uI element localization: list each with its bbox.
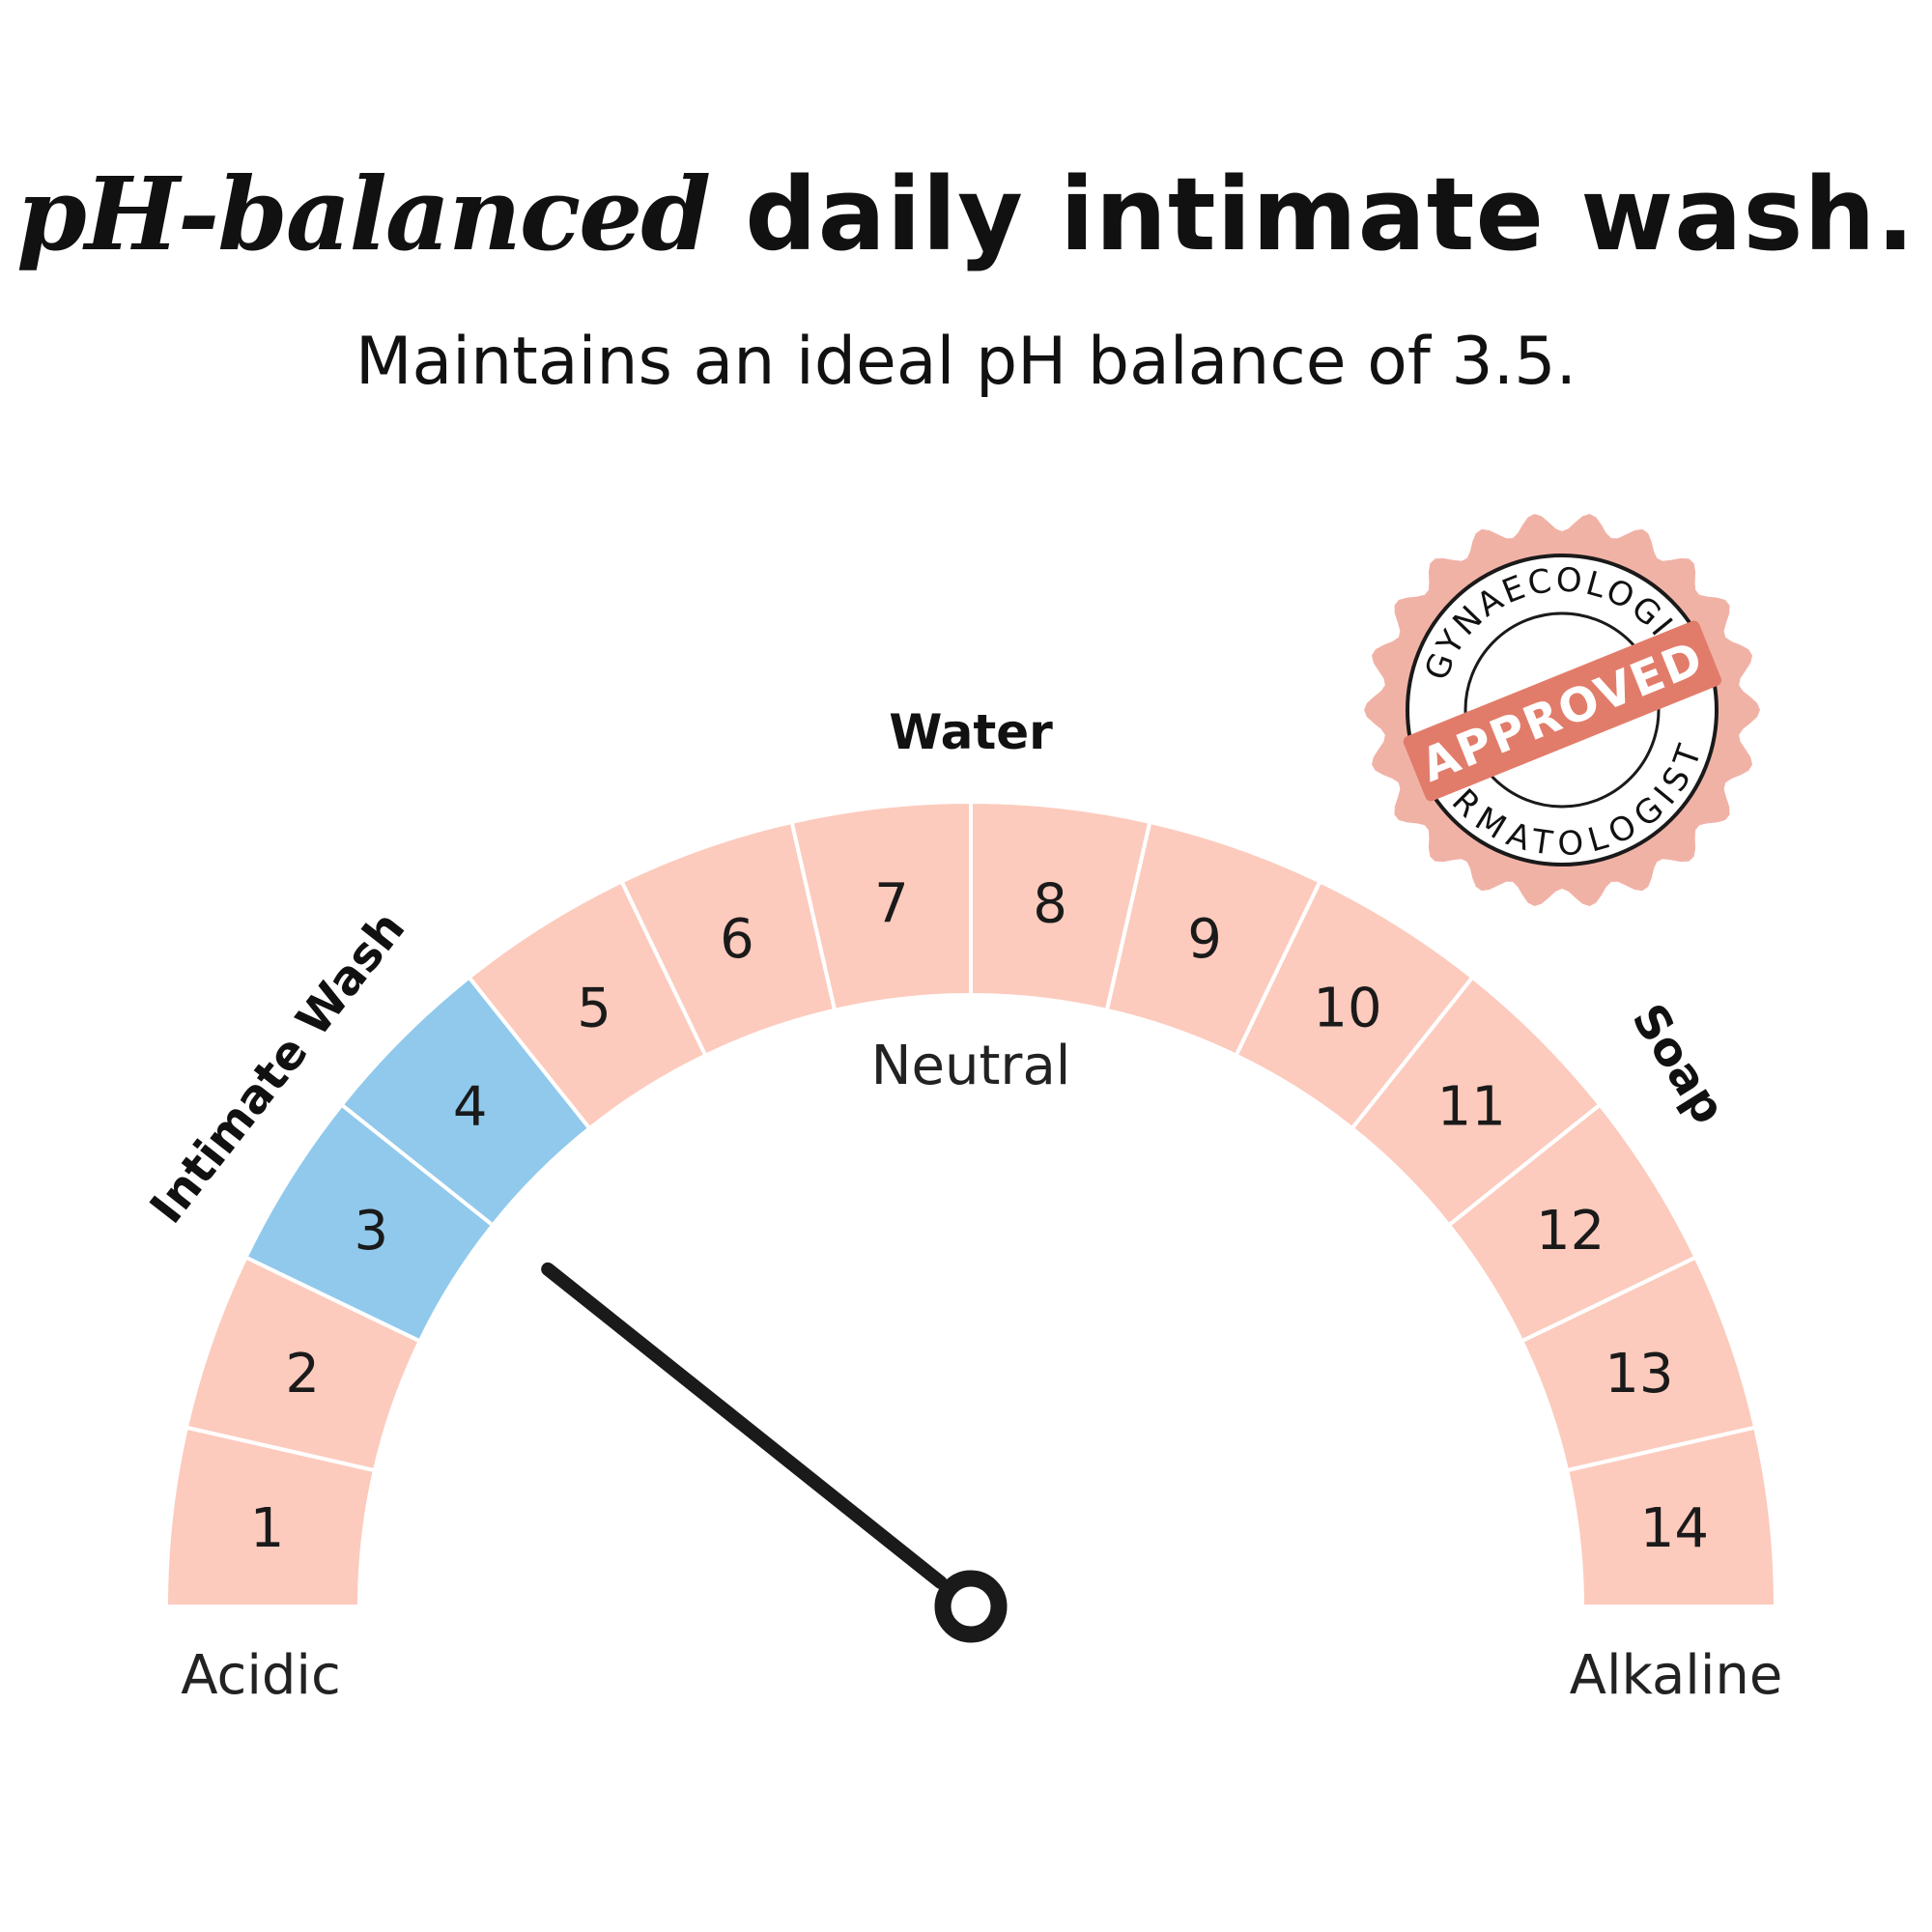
alkaline-label: Alkaline (1570, 1644, 1783, 1707)
ph-value-label: 8 (1033, 873, 1067, 936)
ph-value-label: 3 (355, 1200, 389, 1263)
ph-value-label: 13 (1605, 1343, 1673, 1406)
acidic-label: Acidic (181, 1644, 341, 1707)
headline: pH-balanced daily intimate wash. (0, 155, 1932, 273)
headline-emphasis: pH-balanced (16, 155, 711, 273)
ph-value-label: 10 (1313, 977, 1381, 1039)
headline-rest: daily intimate wash. (709, 156, 1916, 273)
subheadline: Maintains an ideal pH balance of 3.5. (355, 324, 1577, 400)
ph-value-label: 2 (285, 1343, 320, 1406)
ph-value-label: 5 (577, 977, 611, 1039)
ph-value-label: 6 (720, 908, 754, 971)
ph-segment-14 (1564, 1425, 1778, 1608)
water-label: Water (889, 704, 1053, 760)
ph-value-label: 9 (1187, 908, 1222, 971)
needle-pivot (934, 1570, 1008, 1643)
ph-value-label: 4 (453, 1076, 488, 1139)
approval-badge: GYNAECOLOGIST DERMATOLOGIST APPROVED (1364, 514, 1760, 906)
ph-value-label: 7 (874, 873, 909, 936)
gauge-needle (541, 1262, 948, 1590)
ph-value-label: 12 (1536, 1200, 1605, 1263)
ph-value-label: 1 (250, 1497, 285, 1560)
ph-value-label: 11 (1437, 1076, 1506, 1139)
neutral-label: Neutral (871, 1035, 1071, 1097)
ph-value-label: 14 (1640, 1497, 1709, 1560)
soap-label: Soap (1621, 995, 1736, 1134)
